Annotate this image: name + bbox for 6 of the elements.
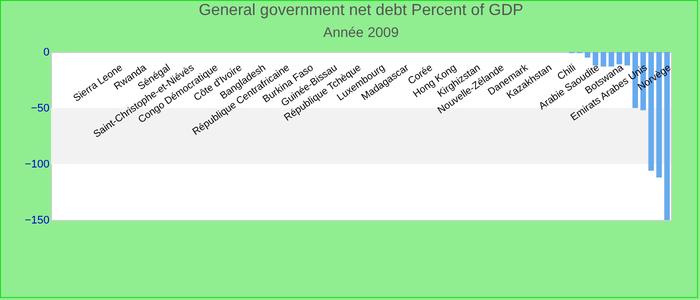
chart-title: General government net debt Percent of GDP [198, 2, 524, 19]
y-tick-label: 0 [43, 46, 50, 58]
y-tick-label: −50 [30, 102, 50, 114]
chart-subtitle: Année 2009 [323, 24, 399, 40]
y-tick-label: −100 [24, 158, 50, 170]
y-tick-label: −150 [24, 214, 50, 226]
